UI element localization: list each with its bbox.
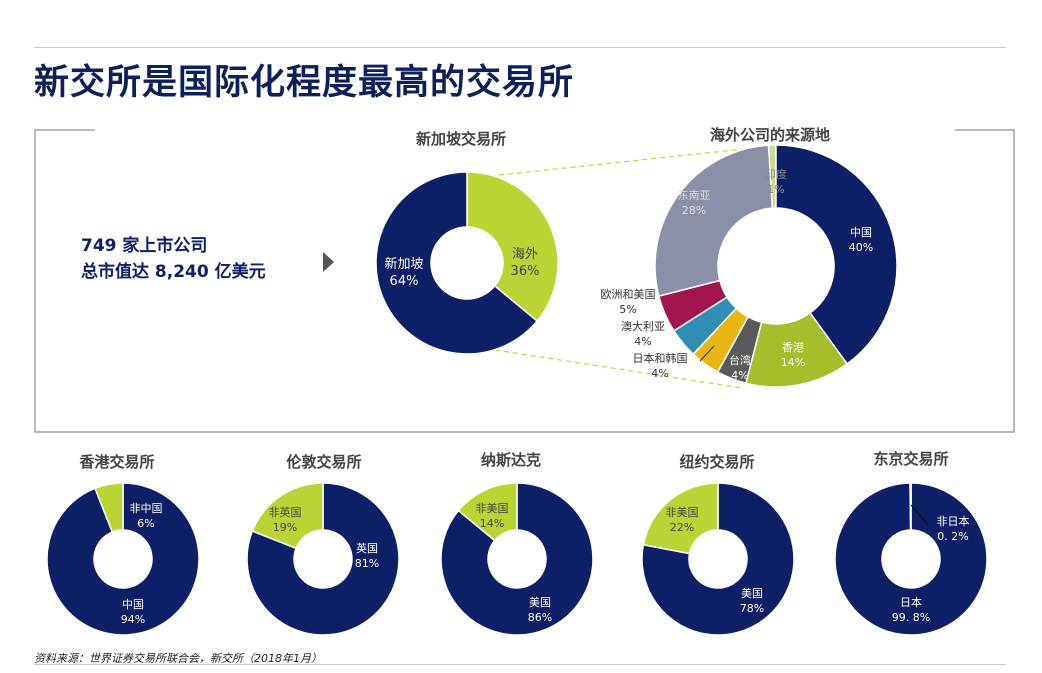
chart-4-slice-0 — [440, 482, 594, 636]
chart-2-label-1: 非中国 6% — [130, 502, 163, 530]
chart-3-label-1: 非英国 19% — [269, 505, 302, 534]
chart-1-slice-7 — [654, 144, 774, 298]
chart-3-slice-1 — [251, 482, 324, 550]
chart-6-label-0: 日本 99. 8% — [892, 595, 930, 624]
chart-1-label-1: 中国 40% — [849, 226, 873, 254]
chart-1-label-3: 台湾 4% — [729, 353, 751, 382]
chart-0-label-0: 海外 36% — [511, 247, 540, 279]
chart-1-label-6: 欧洲和美国 5% — [601, 288, 656, 316]
panel-frame — [34, 129, 1015, 433]
arrow-right-icon — [323, 252, 334, 272]
chart-4-label-1: 非美国 14% — [476, 502, 509, 530]
chart-4-label-0: 美国 86% — [528, 596, 552, 624]
chart-0-title: 新加坡交易所 — [416, 130, 506, 148]
chart-5-title: 纽约交易所 — [679, 453, 754, 471]
source-note: 资料来源：世界证券交易所联合会，新交所（2018年1月） — [34, 652, 322, 665]
chart-4-title: 纳斯达克 — [481, 451, 541, 469]
chart-2-slice-1 — [94, 482, 124, 534]
connector-line-top — [489, 145, 773, 177]
chart-1-title: 海外公司的来源地 — [710, 126, 830, 144]
chart-1-label-2: 香港 14% — [781, 341, 805, 369]
page-title: 新交所是国际化程度最高的交易所 — [34, 63, 575, 103]
summary-line-2: 总市值达 8,240 亿美元 — [81, 261, 266, 282]
chart-2-title: 香港交易所 — [79, 453, 154, 471]
chart-6-label-1: 非日本 0. 2% — [937, 514, 970, 543]
leader-line-non-japan — [910, 504, 929, 526]
chart-1-slice-1 — [775, 144, 898, 365]
chart-4-slice-1 — [457, 482, 518, 542]
chart-1-label-4: 日本和韩国 4% — [633, 351, 688, 380]
chart-0-label-1: 新加坡 64% — [384, 256, 423, 289]
bottom-divider — [34, 664, 1006, 665]
leader-line-japan-korea — [699, 345, 715, 362]
chart-1-label-0: 印度 1% — [765, 167, 787, 196]
chart-6-slice-0 — [834, 482, 988, 636]
chart-2-slice-0 — [46, 482, 200, 636]
chart-0-slice-1 — [375, 171, 539, 355]
chart-1-label-5: 澳大利亚 4% — [621, 319, 665, 348]
chart-5-label-0: 美国 78% — [740, 587, 764, 615]
chart-5-slice-0 — [641, 482, 795, 636]
chart-0-slice-0 — [466, 171, 559, 323]
summary-line-1: 749 家上市公司 — [81, 235, 207, 256]
chart-6-title: 东京交易所 — [873, 450, 948, 468]
connector-line-bottom — [494, 349, 743, 389]
chart-3-label-0: 英国 81% — [355, 541, 379, 570]
chart-1-label-7: 东南亚 28% — [678, 189, 711, 217]
chart-5-slice-1 — [642, 482, 719, 555]
chart-5-label-1: 非美国 22% — [666, 506, 699, 534]
top-divider — [34, 47, 1006, 48]
chart-3-slice-0 — [246, 482, 400, 636]
chart-3-title: 伦敦交易所 — [286, 453, 361, 471]
chart-2-label-0: 中国 94% — [121, 598, 145, 626]
